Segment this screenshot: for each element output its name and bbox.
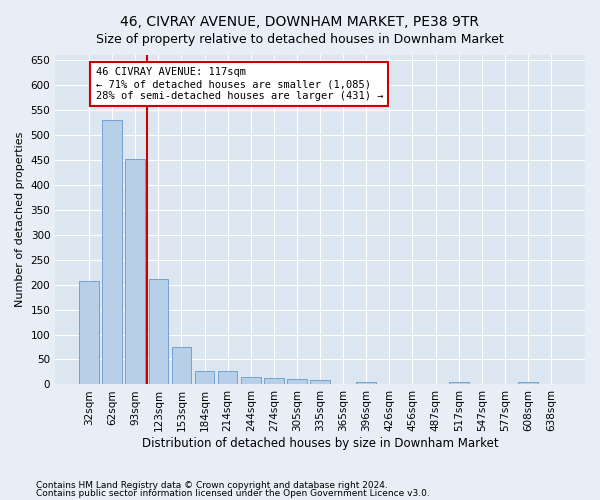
Text: 46 CIVRAY AVENUE: 117sqm
← 71% of detached houses are smaller (1,085)
28% of sem: 46 CIVRAY AVENUE: 117sqm ← 71% of detach… <box>95 68 383 100</box>
X-axis label: Distribution of detached houses by size in Downham Market: Distribution of detached houses by size … <box>142 437 499 450</box>
Bar <box>149 279 168 384</box>
Bar <box>103 120 122 384</box>
Bar <box>172 346 191 385</box>
Text: Size of property relative to detached houses in Downham Market: Size of property relative to detached ho… <box>96 32 504 46</box>
Bar <box>218 372 238 384</box>
Bar <box>241 377 260 384</box>
Bar <box>125 160 145 384</box>
Bar <box>287 380 307 384</box>
Y-axis label: Number of detached properties: Number of detached properties <box>15 132 25 308</box>
Text: 46, CIVRAY AVENUE, DOWNHAM MARKET, PE38 9TR: 46, CIVRAY AVENUE, DOWNHAM MARKET, PE38 … <box>121 15 479 29</box>
Bar <box>195 371 214 384</box>
Text: Contains public sector information licensed under the Open Government Licence v3: Contains public sector information licen… <box>36 489 430 498</box>
Bar <box>356 382 376 384</box>
Bar <box>79 280 99 384</box>
Bar <box>264 378 284 384</box>
Bar <box>310 380 330 384</box>
Bar <box>449 382 469 384</box>
Bar <box>518 382 538 384</box>
Text: Contains HM Land Registry data © Crown copyright and database right 2024.: Contains HM Land Registry data © Crown c… <box>36 480 388 490</box>
